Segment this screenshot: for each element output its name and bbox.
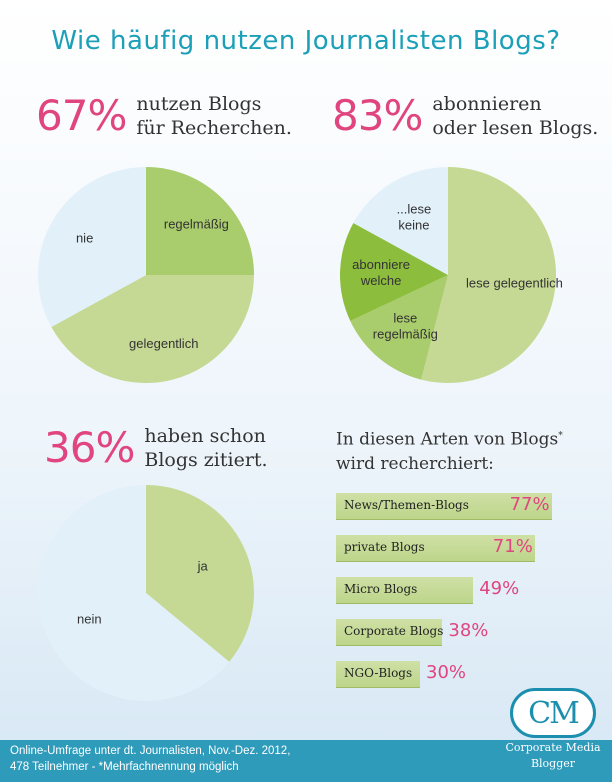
stat-abonnieren: 83% abonnieren oder lesen Blogs.	[332, 92, 598, 140]
stat-line-1: abonnieren	[432, 93, 542, 115]
pie-slice-gelegentlich	[51, 275, 254, 383]
logo-line-1: Corporate Media	[505, 741, 601, 754]
bar-label: NGO-Blogs	[344, 666, 413, 680]
pie-label-ja: ja	[197, 558, 209, 573]
stat-text: haben schon Blogs zitiert.	[144, 424, 267, 472]
pie-label-lese-regelmäßig: lese regelmäßig	[373, 311, 438, 342]
stat-line-1: haben schon	[144, 425, 266, 447]
pie-slice-regelmäßig	[146, 167, 254, 275]
footer-line-1: Online-Umfrage unter dt. Journalisten, N…	[10, 745, 291, 757]
logo-line-2: Blogger	[530, 757, 576, 770]
bar-chart-title: In diesen Arten von Blogs* wird recherch…	[336, 424, 563, 476]
bar-value-label: 49%	[479, 578, 520, 599]
stat-line-2: oder lesen Blogs.	[432, 117, 599, 139]
pie-label-abonniere-welche: abonniere welche	[352, 257, 410, 288]
bar-row-micro-blogs: Micro Blogs 49%	[336, 577, 533, 604]
pie-chart-zitiert: ja nein	[37, 485, 255, 701]
pie-chart-abonnieren: lese gelegentlich lese regelmäßig abonniere…	[340, 167, 563, 383]
pie-slice-lese-regelmäßig	[350, 275, 448, 380]
stat-line-2: für Recherchen.	[136, 117, 292, 139]
pie-slice-ja	[146, 485, 255, 662]
pie-slice-abonniere-welche	[340, 222, 448, 321]
pie-chart-recherche: regelmäßig gelegentlich nie	[37, 167, 254, 383]
bar-row-private-blogs: private Blogs 71%	[336, 535, 595, 562]
stat-text: nutzen Blogs für Recherchen.	[136, 92, 292, 140]
logo: CM Corporate Media Blogger	[498, 688, 608, 782]
pie-label-nein: nein	[77, 612, 102, 627]
bar-value-label: 71%	[492, 536, 533, 557]
bar-label: News/Themen-Blogs	[344, 498, 469, 512]
page-title: Wie häufig nutzen Journalisten Blogs?	[51, 26, 561, 56]
logo-text: Corporate Media Blogger	[498, 740, 608, 772]
bar-row-news-themen-blogs: News/Themen-Blogs 77%	[336, 493, 612, 520]
stat-percent: 83%	[332, 91, 423, 140]
bar-micro-blogs: Micro Blogs	[336, 577, 474, 604]
bar-chart-title-line-2: wird recherchiert:	[336, 453, 494, 474]
bar-row-ngo-blogs: NGO-Blogs 30%	[336, 661, 480, 688]
bar-label: private Blogs	[344, 540, 425, 554]
pie-label-lese-keine: ...lese keine	[397, 201, 432, 232]
footer-line-2: 478 Teilnehmer - *Mehrfachnennung möglic…	[10, 761, 239, 773]
bar-value-label: 77%	[509, 494, 550, 515]
bar-value-label: 30%	[426, 662, 467, 683]
bar-ngo-blogs: NGO-Blogs	[336, 661, 420, 688]
pie-label-regelmäßig: regelmäßig	[164, 217, 229, 232]
footnote-marker: *	[558, 431, 563, 441]
pie-slice-nein	[37, 485, 230, 701]
logo-mark: CM	[510, 688, 596, 738]
bar-private-blogs: private Blogs	[336, 535, 535, 562]
pie-slice-lese-gelegentlich	[421, 167, 556, 383]
footer-note: Online-Umfrage unter dt. Journalisten, N…	[10, 743, 290, 775]
bar-news-themen-blogs: News/Themen-Blogs	[336, 493, 552, 520]
bar-label: Corporate Blogs	[344, 624, 444, 638]
stat-percent: 67%	[36, 91, 127, 140]
stat-recherche: 67% nutzen Blogs für Recherchen.	[36, 92, 292, 140]
stat-percent: 36%	[44, 423, 135, 472]
bar-label: Micro Blogs	[344, 582, 418, 596]
pie-slice-nie	[37, 167, 146, 328]
bar-chart-title-line-1: In diesen Arten von Blogs	[336, 429, 559, 450]
footer-band: Online-Umfrage unter dt. Journalisten, N…	[0, 740, 612, 782]
pie-slice-lese-keine	[353, 167, 448, 275]
bar-value-label: 38%	[448, 620, 489, 641]
stat-line-2: Blogs zitiert.	[144, 449, 268, 471]
pie-label-nie: nie	[76, 231, 93, 246]
stat-zitiert: 36% haben schon Blogs zitiert.	[44, 424, 268, 472]
pie-label-lese-gelegentlich: lese gelegentlich	[466, 275, 563, 290]
stat-text: abonnieren oder lesen Blogs.	[432, 92, 598, 140]
bar-row-corporate-blogs: Corporate Blogs 38%	[336, 619, 502, 646]
stat-line-1: nutzen Blogs	[136, 93, 262, 115]
bar-corporate-blogs: Corporate Blogs	[336, 619, 444, 646]
pie-label-gelegentlich: gelegentlich	[129, 336, 198, 351]
